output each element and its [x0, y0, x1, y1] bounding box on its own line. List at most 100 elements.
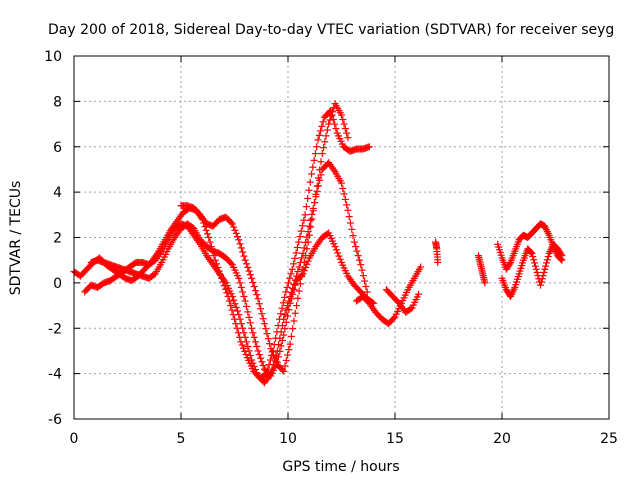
data-point — [334, 249, 342, 257]
data-point — [297, 227, 305, 235]
data-point — [250, 283, 258, 291]
data-point — [332, 246, 340, 254]
y-tick-label: -2 — [48, 321, 62, 337]
data-point — [530, 256, 538, 264]
data-point — [311, 150, 319, 158]
data-point — [299, 222, 307, 230]
data-point — [286, 340, 294, 348]
data-point — [298, 254, 306, 262]
data-point — [242, 260, 250, 268]
data-point — [305, 222, 313, 230]
data-point — [239, 288, 247, 296]
y-tick-label: 0 — [53, 276, 62, 292]
data-point — [306, 178, 314, 186]
data-point — [326, 116, 334, 124]
data-point — [318, 150, 326, 158]
data-point — [260, 320, 268, 328]
data-point — [527, 248, 535, 256]
data-point — [319, 118, 327, 126]
data-point — [317, 158, 325, 166]
data-point — [242, 302, 250, 310]
data-point — [231, 300, 239, 308]
x-tick-label: 0 — [70, 431, 79, 447]
data-point — [353, 247, 361, 255]
data-point — [343, 129, 351, 137]
data-point — [241, 333, 249, 341]
data-point — [300, 267, 308, 275]
data-point — [240, 329, 248, 337]
data-point — [227, 259, 235, 267]
data-point — [253, 342, 261, 350]
data-point — [341, 195, 349, 203]
data-point — [340, 120, 348, 128]
data-point — [289, 290, 297, 298]
data-point — [240, 292, 248, 300]
chart-title: Day 200 of 2018, Sidereal Day-to-day VTE… — [48, 22, 614, 38]
data-point — [338, 179, 345, 187]
data-point — [531, 259, 539, 267]
data-point — [245, 313, 253, 321]
data-point — [263, 330, 271, 338]
data-point — [531, 262, 539, 270]
data-point — [284, 312, 292, 320]
data-point — [202, 226, 210, 234]
data-point — [249, 278, 257, 286]
data-point — [345, 213, 353, 221]
data-point — [407, 305, 415, 313]
data-point — [314, 174, 322, 182]
data-point — [280, 367, 288, 375]
data-point — [268, 348, 276, 356]
data-point — [361, 277, 369, 285]
data-point — [250, 333, 258, 341]
data-point — [288, 265, 296, 273]
data-point — [299, 265, 307, 273]
data-point — [290, 317, 298, 325]
data-point — [325, 120, 333, 128]
data-point — [295, 287, 303, 295]
data-point — [293, 243, 301, 251]
data-point — [344, 134, 352, 142]
data-point — [321, 138, 329, 146]
data-point — [276, 347, 284, 355]
data-point — [332, 125, 340, 133]
data-point — [295, 238, 303, 246]
points-layer — [70, 100, 566, 387]
data-point — [363, 288, 371, 296]
data-point — [246, 351, 254, 359]
data-point — [341, 125, 349, 133]
data-point — [235, 311, 243, 319]
data-point — [304, 228, 312, 236]
data-point — [544, 253, 552, 261]
data-point — [415, 290, 423, 298]
data-point — [331, 120, 339, 128]
data-point — [541, 265, 549, 273]
x-axis-label: GPS time / hours — [282, 459, 399, 475]
data-point — [352, 243, 360, 251]
data-point — [255, 300, 263, 308]
data-point — [298, 273, 306, 281]
data-point — [204, 230, 212, 238]
data-point — [539, 272, 547, 280]
data-point — [254, 295, 262, 303]
data-point — [239, 324, 247, 332]
x-tick-label: 20 — [493, 431, 511, 447]
x-tick-label: 25 — [600, 431, 618, 447]
data-point — [307, 216, 315, 224]
data-point — [235, 274, 243, 282]
data-point — [246, 319, 254, 327]
data-point — [357, 261, 365, 269]
data-point — [275, 353, 283, 361]
data-point — [543, 256, 551, 264]
data-point — [304, 257, 312, 265]
data-point — [390, 314, 398, 322]
data-point — [309, 207, 317, 215]
data-point — [251, 287, 259, 295]
data-point — [308, 215, 316, 223]
data-point — [249, 359, 257, 367]
data-point — [417, 263, 425, 271]
data-point — [230, 296, 238, 304]
data-point — [241, 297, 249, 305]
data-point — [316, 166, 324, 174]
data-point — [350, 238, 358, 246]
